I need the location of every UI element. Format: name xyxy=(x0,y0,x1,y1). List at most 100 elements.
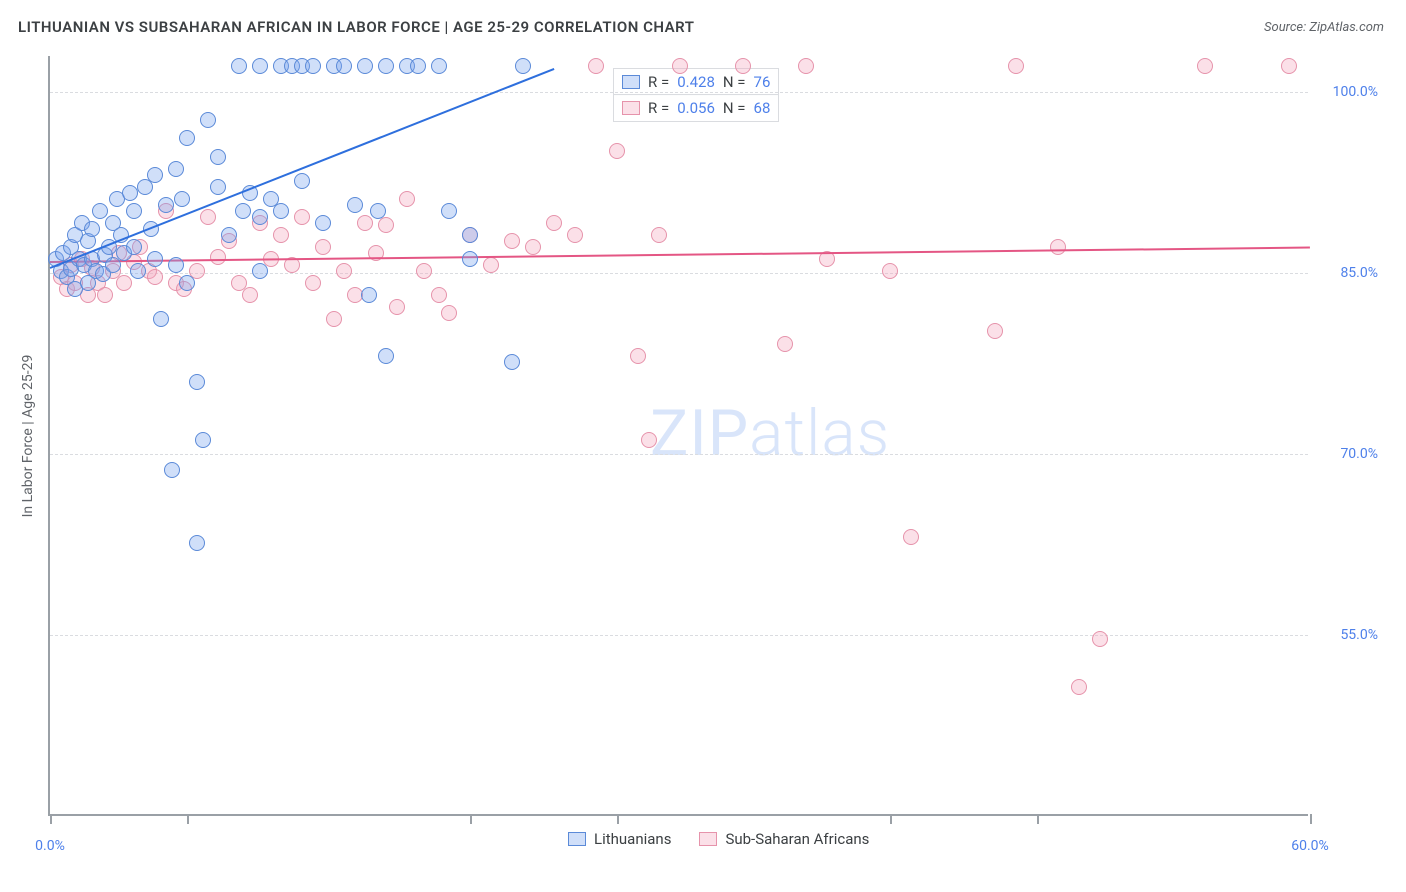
data-point-a xyxy=(164,462,180,478)
stats-n-label: N = xyxy=(723,73,746,91)
data-point-b xyxy=(630,348,646,364)
ytick-label: 100.0% xyxy=(1318,84,1378,100)
data-point-a xyxy=(179,130,195,146)
chart-title: LITHUANIAN VS SUBSAHARAN AFRICAN IN LABO… xyxy=(18,18,694,36)
data-point-a xyxy=(252,58,268,74)
data-point-a xyxy=(305,58,321,74)
data-point-a xyxy=(252,263,268,279)
xtick xyxy=(1037,814,1039,824)
data-point-b xyxy=(609,143,625,159)
data-point-b xyxy=(200,209,216,225)
data-point-b xyxy=(1281,58,1297,74)
data-point-a xyxy=(153,311,169,327)
gridline xyxy=(50,273,1308,274)
data-point-b xyxy=(147,269,163,285)
source-attribution: Source: ZipAtlas.com xyxy=(1264,20,1384,35)
data-point-b xyxy=(882,263,898,279)
gridline xyxy=(50,92,1308,93)
data-point-a xyxy=(179,275,195,291)
data-point-a xyxy=(515,58,531,74)
legend-item-b: Sub-Saharan Africans xyxy=(699,830,869,848)
trendline-b xyxy=(50,247,1310,263)
data-point-b xyxy=(357,215,373,231)
data-point-b xyxy=(210,249,226,265)
data-point-b xyxy=(389,299,405,315)
swatch-a-icon xyxy=(622,75,640,89)
data-point-b xyxy=(1071,679,1087,695)
stats-n-value-a: 76 xyxy=(754,73,771,91)
data-point-a xyxy=(370,203,386,219)
legend-label-b: Sub-Saharan Africans xyxy=(725,830,869,848)
ytick-label: 85.0% xyxy=(1318,265,1378,281)
data-point-b xyxy=(567,227,583,243)
data-point-b xyxy=(431,287,447,303)
data-point-a xyxy=(189,374,205,390)
data-point-a xyxy=(174,191,190,207)
data-point-b xyxy=(651,227,667,243)
data-point-a xyxy=(210,149,226,165)
data-point-a xyxy=(92,203,108,219)
data-point-b xyxy=(777,336,793,352)
stats-r-label: R = xyxy=(648,73,669,91)
data-point-a xyxy=(504,354,520,370)
data-point-a xyxy=(210,179,226,195)
stats-r-value-b: 0.056 xyxy=(677,99,715,117)
stats-series-b: R = 0.056 N = 68 xyxy=(613,94,779,122)
data-point-b xyxy=(97,287,113,303)
data-point-a xyxy=(462,227,478,243)
data-point-b xyxy=(378,217,394,233)
xtick-label: 60.0% xyxy=(1291,838,1329,854)
stats-r-label: R = xyxy=(648,99,669,117)
data-point-b xyxy=(641,432,657,448)
watermark: ZIPatlas xyxy=(650,396,890,471)
data-point-b xyxy=(987,323,1003,339)
legend-item-a: Lithuanians xyxy=(568,830,671,848)
data-point-b xyxy=(903,529,919,545)
data-point-b xyxy=(273,227,289,243)
trendline-a xyxy=(50,68,555,269)
stats-n-value-b: 68 xyxy=(754,99,771,117)
data-point-b xyxy=(1050,239,1066,255)
gridline xyxy=(50,635,1308,636)
xtick xyxy=(187,814,189,824)
xtick xyxy=(50,814,52,824)
data-point-a xyxy=(357,58,373,74)
legend-label-a: Lithuanians xyxy=(594,830,671,848)
data-point-a xyxy=(168,161,184,177)
data-point-a xyxy=(130,263,146,279)
data-point-a xyxy=(231,58,247,74)
data-point-b xyxy=(441,305,457,321)
data-point-a xyxy=(195,432,211,448)
data-point-b xyxy=(504,233,520,249)
data-point-b xyxy=(1092,631,1108,647)
data-point-a xyxy=(147,167,163,183)
data-point-a xyxy=(336,58,352,74)
chart-plot-area: ZIPatlas R = 0.428 N = 76 R = 0.056 N = … xyxy=(48,56,1308,816)
stats-r-value-a: 0.428 xyxy=(677,73,715,91)
watermark-atlas: atlas xyxy=(749,396,890,471)
xtick-label: 0.0% xyxy=(35,838,65,854)
data-point-a xyxy=(410,58,426,74)
data-point-b xyxy=(483,257,499,273)
data-point-b xyxy=(242,287,258,303)
data-point-b xyxy=(336,263,352,279)
data-point-a xyxy=(347,197,363,213)
data-point-b xyxy=(735,58,751,74)
data-point-a xyxy=(189,535,205,551)
data-point-b xyxy=(294,209,310,225)
data-point-a xyxy=(315,215,331,231)
legend-swatch-b-icon xyxy=(699,832,717,846)
data-point-a xyxy=(147,251,163,267)
data-point-a xyxy=(252,209,268,225)
data-point-b xyxy=(116,275,132,291)
xtick xyxy=(470,814,472,824)
data-point-a xyxy=(122,185,138,201)
data-point-a xyxy=(462,251,478,267)
data-point-a xyxy=(378,58,394,74)
gridline xyxy=(50,454,1308,455)
data-point-a xyxy=(200,112,216,128)
data-point-a xyxy=(235,203,251,219)
data-point-b xyxy=(1197,58,1213,74)
legend-swatch-a-icon xyxy=(568,832,586,846)
data-point-a xyxy=(361,287,377,303)
